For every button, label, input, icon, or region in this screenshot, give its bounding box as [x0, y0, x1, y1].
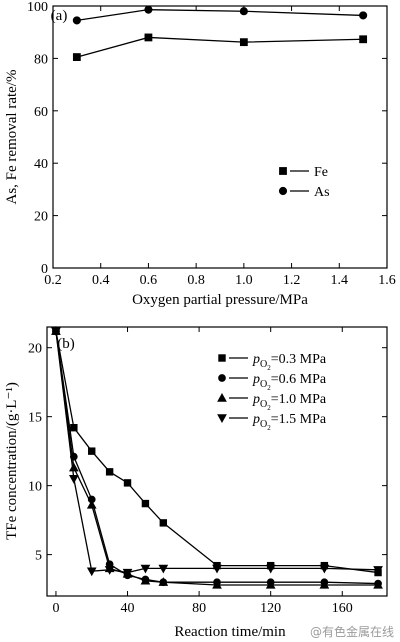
panel-a-series-line-2: [76, 9, 364, 22]
panel-b-data-point: [212, 564, 222, 574]
panel-a-data-point: [144, 33, 153, 42]
chart-panel-b: 0 40 80 120 160 5 10 15 20 (b) Reaction time/min TF…: [4, 326, 388, 640]
panel-b-series-line-1: [55, 331, 379, 574]
panel-b-legend-label: pO2=0.6 MPa: [252, 372, 327, 392]
panel-b-plot-frame: [46, 326, 388, 597]
panel-a-x-tick-label: 0.6: [140, 273, 158, 288]
panel-a-y-tick-label: 0: [41, 262, 48, 277]
panel-a-data-point: [72, 53, 81, 61]
panel-a-x-tick-label: 1.4: [331, 273, 349, 288]
panel-b-data-point: [68, 475, 79, 484]
panel-a-legend-label: Fe: [314, 165, 328, 180]
panel-b-data-point: [265, 579, 276, 589]
panel-b-legend-label: pO2=1.5 MPa: [252, 412, 327, 432]
panel-b-data-point: [88, 447, 96, 455]
panel-b-x-axis-title: Reaction time/min: [174, 624, 286, 640]
panel-a-x-tick-label: 1.2: [283, 273, 301, 288]
panel-b-data-point: [122, 568, 133, 578]
panel-b-data-point: [140, 575, 151, 585]
panel-b-data-point: [141, 499, 150, 508]
panel-a-data-point: [359, 35, 368, 44]
panel-a-x-tick-label: 1.0: [235, 273, 253, 288]
panel-b-legend-label: pO2=1.0 MPa: [252, 392, 327, 412]
panel-b-y-tick-label: 15: [28, 411, 42, 426]
panel-a-data-point: [239, 7, 248, 16]
panel-a-series-line-1: [76, 36, 364, 58]
chart-panel-a: 0.2 0.4 0.6 0.8 1.0 1.2 1.4 1.6 0 20 40 60 80 100(a) O…: [4, 0, 396, 308]
panel-a-y-axis-title: As, Fe removal rate/%: [4, 70, 20, 205]
panel-b-x-tick-label: 80: [192, 601, 206, 616]
panel-a-data-point: [144, 5, 153, 14]
panel-b-data-point: [123, 479, 132, 487]
panel-a-y-tick-label: 60: [34, 105, 48, 120]
panel-b-y-axis-title: TFe concentration/(g·L⁻¹): [4, 382, 20, 540]
panel-b-y-tick-label: 5: [35, 549, 42, 564]
panel-b-data-point: [51, 327, 61, 337]
panel-b-legend-label: pO2=0.3 MPa: [252, 352, 327, 372]
panel-a-x-tick-label: 0.8: [187, 273, 205, 288]
panel-b-series-line-2: [55, 331, 379, 585]
panel-b-data-point: [70, 424, 78, 432]
panel-a-x-tick-label: 0.4: [92, 273, 110, 288]
panel-b-y-tick-label: 20: [28, 342, 42, 357]
panel-b-x-tick-label: 160: [332, 601, 353, 616]
watermark-text: @有色金属在线: [310, 624, 394, 639]
panel-b-data-point: [159, 519, 168, 527]
panel-b-x-tick-label: 120: [260, 601, 281, 616]
panel-a-y-tick-label: 40: [34, 157, 48, 172]
panel-a-data-point: [359, 11, 368, 20]
panel-b-series-line-4: [55, 331, 379, 574]
panel-a-data-point: [72, 16, 81, 25]
panel-b-label: (b): [57, 336, 75, 352]
panel-b-legend-marker: [218, 374, 226, 382]
panel-a-label: (a): [51, 8, 68, 24]
panel-a-legend-marker: [278, 186, 288, 196]
panel-a-plot-frame: [52, 5, 388, 269]
panel-b-data-point: [86, 499, 97, 509]
panel-b-legend-marker: [217, 392, 227, 402]
panel-a-x-tick-label: 0.2: [44, 273, 62, 288]
panel-b-data-point: [86, 567, 97, 577]
panel-b-data-point: [319, 579, 330, 589]
panel-b-legend-marker: [218, 354, 226, 362]
panel-a-legend-marker: [279, 167, 287, 175]
panel-b-data-point: [105, 468, 114, 476]
panel-b-y-tick-label: 10: [28, 480, 42, 495]
panel-b-data-point: [158, 564, 169, 574]
panel-b-legend-marker: [217, 414, 227, 424]
panel-b-data-point: [319, 564, 330, 574]
panel-b-x-tick-label: 0: [52, 601, 59, 616]
panel-a-y-tick-label: 100: [27, 0, 48, 15]
panel-b-data-point: [373, 579, 383, 589]
panel-a-x-tick-label: 1.6: [378, 273, 396, 288]
panel-b-x-tick-label: 40: [121, 601, 135, 616]
panel-a-data-point: [239, 38, 248, 47]
panel-a-legend-label: As: [314, 185, 330, 200]
panel-b-data-point: [158, 577, 169, 586]
panel-b-data-point: [212, 579, 222, 589]
panel-a-y-tick-label: 20: [34, 210, 48, 225]
panel-b-data-point: [104, 566, 115, 575]
panel-a-y-tick-label: 80: [34, 52, 48, 67]
panel-b-data-point: [373, 566, 383, 575]
panel-a-x-axis-title: Oxygen partial pressure/MPa: [132, 292, 308, 308]
panel-b-data-point: [265, 564, 276, 574]
panel-b-data-point: [140, 564, 151, 574]
